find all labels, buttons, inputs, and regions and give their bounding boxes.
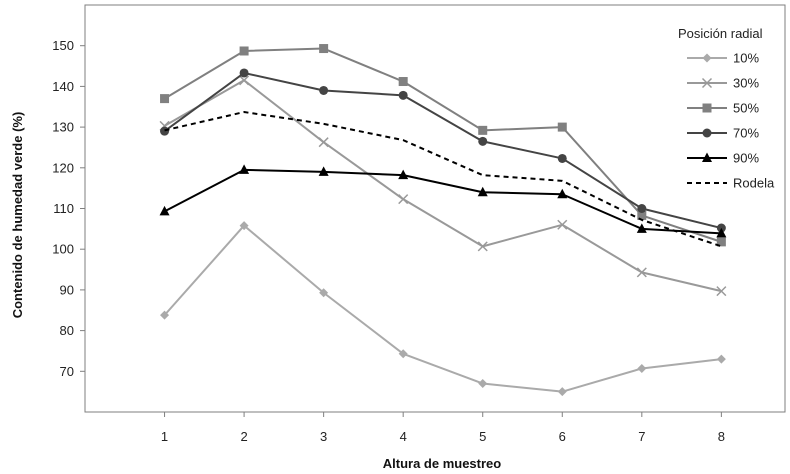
data-point: [557, 387, 567, 397]
data-point: [478, 136, 488, 146]
data-point: [557, 153, 567, 163]
y-tick-label: 110: [53, 201, 74, 216]
data-point: [319, 288, 329, 298]
legend-item: 70%: [687, 126, 759, 141]
legend-label: 90%: [733, 151, 759, 166]
legend-item: Rodela: [687, 176, 775, 191]
y-axis-title: Contenido de humedad verde (%): [10, 112, 25, 319]
y-tick-label: 130: [52, 120, 74, 135]
legend-item: 10%: [687, 51, 759, 66]
data-point-stroke: [477, 241, 488, 252]
x-tick-label: 7: [638, 429, 645, 444]
data-point: [716, 286, 727, 297]
legend-swatch-marker: [702, 53, 712, 63]
data-point: [239, 46, 249, 56]
data-point: [239, 164, 250, 174]
data-point: [716, 237, 726, 247]
y-tick-label: 90: [60, 282, 74, 297]
y-tick-label: 80: [60, 323, 74, 338]
legend-swatch-marker: [702, 152, 712, 162]
series-line: [164, 168, 722, 235]
data-point: [477, 241, 488, 252]
data-point: [239, 68, 249, 78]
y-tick-label: 120: [52, 160, 74, 175]
data-point: [319, 44, 329, 54]
data-point: [477, 186, 488, 197]
series-line: [163, 224, 722, 393]
data-point: [636, 223, 647, 233]
x-tick-label: 6: [559, 429, 566, 444]
data-point: [318, 137, 329, 148]
legend-swatch-marker: [702, 103, 712, 113]
data-point: [160, 310, 170, 320]
data-point: [478, 379, 488, 389]
x-tick-label: 8: [718, 429, 725, 444]
series-30pct: [159, 75, 727, 297]
data-point: [160, 126, 170, 136]
legend-title: Posición radial: [678, 26, 763, 41]
y-tick-label: 100: [52, 242, 74, 257]
legend-item: 90%: [687, 151, 759, 166]
data-point: [716, 354, 726, 364]
data-point: [637, 363, 647, 373]
data-point: [398, 349, 408, 359]
legend-label: Rodela: [733, 176, 775, 191]
series-line: [164, 79, 722, 293]
x-tick-label: 5: [479, 429, 486, 444]
x-tick-label: 2: [240, 429, 247, 444]
data-point: [398, 169, 409, 180]
x-tick-label: 3: [320, 429, 327, 444]
tick-labels: 70 80 90 100 110 120 130 140 150 1 2 3 4 5 6 7 8: [52, 38, 725, 444]
y-tick-label: 140: [52, 79, 74, 94]
axes: [80, 4, 786, 417]
x-tick-label: 1: [161, 429, 168, 444]
data-point-stroke: [557, 219, 568, 230]
series-10pct: [160, 221, 726, 397]
legend-swatch-marker: [701, 77, 713, 89]
series-lines: [159, 44, 727, 397]
data-point: [478, 125, 488, 135]
legend-swatch-marker: [702, 128, 712, 138]
x-tick-label: 4: [400, 429, 407, 444]
data-point: [319, 85, 329, 95]
legend-label: 10%: [733, 51, 759, 66]
y-tick-label: 150: [52, 38, 74, 53]
data-point: [557, 188, 568, 199]
data-point: [636, 267, 647, 278]
legend-item: 50%: [687, 101, 759, 116]
plot-area-border: [84, 4, 786, 413]
y-tick-label: 70: [60, 364, 74, 379]
data-point-stroke: [636, 267, 647, 278]
legend-label: 70%: [733, 126, 759, 141]
data-point: [557, 219, 568, 230]
data-point-stroke: [398, 194, 409, 205]
legend-label: 50%: [733, 101, 759, 116]
data-point-stroke: [716, 286, 727, 297]
x-axis-title: Altura de muestreo: [383, 456, 502, 471]
data-point: [159, 205, 170, 216]
data-point: [398, 90, 408, 100]
series-90pct: [159, 164, 727, 238]
series-70pct: [160, 68, 726, 233]
data-point-stroke: [318, 137, 329, 148]
data-point: [239, 221, 249, 231]
data-point: [637, 210, 647, 220]
data-point: [318, 166, 329, 176]
legend-item: 30%: [687, 76, 759, 91]
data-point: [160, 94, 170, 104]
series-line: [163, 71, 722, 230]
data-point: [716, 227, 727, 238]
data-point: [239, 75, 250, 86]
data-point: [637, 204, 647, 213]
legend-swatch-marker-stroke: [701, 77, 713, 89]
data-point: [557, 122, 567, 132]
legend-label: 30%: [733, 76, 759, 91]
data-point: [398, 77, 408, 87]
data-point-stroke: [239, 75, 250, 86]
legend: Posición radial 10% 30% 50% 70% 90% Rodela: [678, 26, 775, 191]
data-point: [398, 194, 409, 205]
